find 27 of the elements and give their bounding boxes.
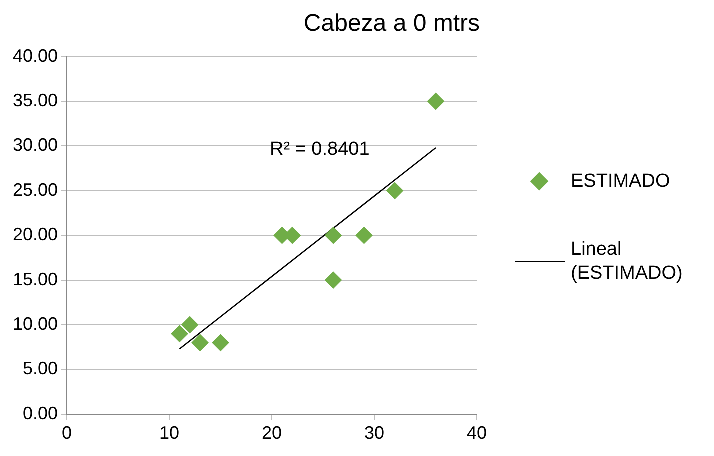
y-tick-label: 5.00 <box>22 358 58 379</box>
chart-title: Cabeza a 0 mtrs <box>304 10 480 38</box>
point <box>212 334 230 352</box>
annotation: R² = 0.8401 <box>270 139 370 160</box>
point <box>325 272 342 289</box>
point <box>182 316 199 334</box>
point <box>171 325 188 342</box>
y-tick-label: 35.00 <box>12 90 58 110</box>
y-tick-label: 30.00 <box>12 135 58 156</box>
legend-label: Lineal (ESTIMADO) <box>571 238 684 286</box>
x-tick-label: 20 <box>262 423 282 444</box>
point <box>386 182 404 200</box>
x-tick-label: 0 <box>62 423 72 444</box>
y-tick-label: 40.00 <box>12 46 58 66</box>
x-tick-label: 30 <box>364 423 385 444</box>
y-tick-label: 25.00 <box>12 180 58 200</box>
legend-label: ESTIMADO <box>571 170 670 194</box>
y-tick-label: 20.00 <box>12 224 58 245</box>
y-tick-label: 0.00 <box>22 403 58 424</box>
x-tick-label: 10 <box>160 423 180 444</box>
y-tick-label: 15.00 <box>12 269 58 290</box>
point <box>356 227 373 244</box>
point <box>192 334 209 352</box>
point <box>325 227 342 244</box>
x-tick-label: 40 <box>466 423 488 444</box>
point <box>427 93 444 110</box>
y-tick-label: 10.00 <box>12 314 58 334</box>
